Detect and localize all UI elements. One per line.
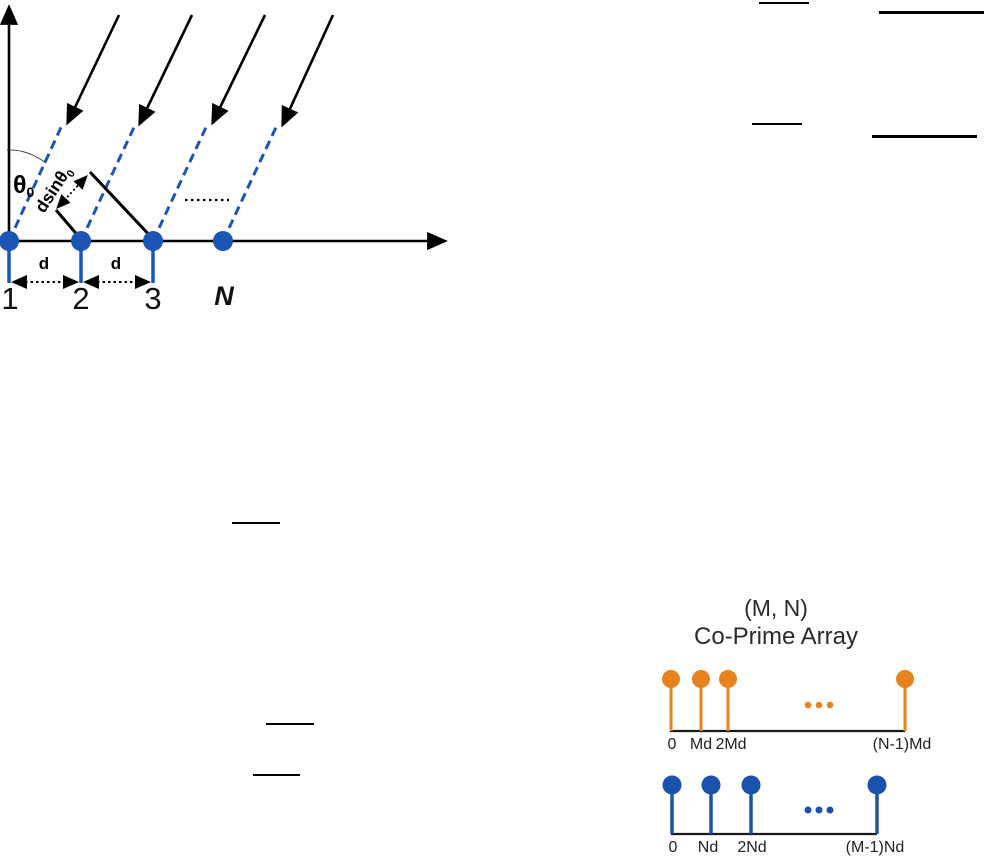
upper-head-3 (719, 670, 737, 688)
ula-figure: θ0 dsinθ0 d d 1 2 3 N (0, 4, 448, 316)
wavefront-ray-dashed-2 (79, 122, 138, 242)
theta-angle-arc (6, 149, 47, 164)
upper-head-4 (896, 670, 914, 688)
upper-head-1 (662, 670, 680, 688)
dsin-label: dsinθ0 (31, 162, 78, 218)
lower-ellipsis-dots (804, 806, 834, 814)
incident-wave-arrow-1 (66, 14, 121, 126)
upper-stems (669, 681, 907, 731)
fraction-bar-6 (266, 723, 314, 725)
spacing-label-2: d (111, 254, 121, 273)
upper-head-2 (692, 670, 710, 688)
lower-head-4 (867, 775, 887, 795)
sensor-label-n: N (214, 281, 234, 311)
wavefront-ray-dashed-n (221, 122, 280, 242)
sensor-dot-n (213, 231, 233, 251)
fraction-bar-4 (872, 135, 977, 138)
upper-position-label-0: 0 (668, 736, 677, 753)
incident-wave-arrow-3 (211, 14, 267, 126)
upper-position-labels: 0 Md 2Md (N-1)Md (668, 736, 932, 753)
lower-position-label-3: (M-1)Nd (846, 839, 905, 856)
fraction-bar-2 (879, 11, 984, 14)
lower-subarray: 0 Nd 2Nd (M-1)Nd (662, 775, 905, 856)
lower-head-2 (701, 775, 721, 795)
upper-subarray: 0 Md 2Md (N-1)Md (662, 670, 931, 753)
sensor-dot-1 (0, 231, 19, 251)
lower-position-label-0: 0 (669, 839, 678, 856)
incident-wave-arrow-2 (138, 14, 194, 127)
incident-wave-arrows (66, 14, 335, 128)
lower-position-labels: 0 Nd 2Nd (M-1)Nd (669, 839, 905, 856)
sensor-label-3: 3 (144, 281, 161, 316)
theta-label: θ0 (13, 171, 35, 200)
lower-position-label-2: 2Nd (737, 839, 766, 856)
lower-head-1 (662, 775, 682, 795)
sensor-dot-2 (71, 231, 91, 251)
sensor-ticks (7, 247, 155, 283)
coprime-title-line2: Co-Prime Array (694, 623, 858, 650)
lower-head-3 (741, 775, 761, 795)
upper-position-label-3: (N-1)Md (873, 736, 932, 753)
fraction-bar-7 (253, 774, 300, 776)
upper-heads (662, 670, 914, 688)
upper-position-label-2: 2Md (715, 736, 746, 753)
sensor-dot-3 (143, 231, 163, 251)
lower-heads (662, 775, 887, 795)
incident-wave-arrow-n (281, 14, 335, 128)
wavefront-ray-dashed-1 (7, 122, 65, 242)
spacing-label-1: d (39, 254, 49, 273)
sensor-label-1: 1 (1, 281, 18, 316)
wavefront-ray-dashed-3 (151, 122, 210, 242)
coprime-figure: (M, N) Co-Prime Array (662, 595, 931, 856)
sensor-dots (0, 231, 233, 251)
wavefront-segment-through-sensor3 (88, 170, 156, 242)
sensor-label-2: 2 (72, 281, 89, 316)
coprime-title-line1: (M, N) (744, 595, 808, 621)
fraction-bar-5 (232, 522, 280, 524)
fraction-bar-3 (752, 123, 802, 125)
wavefront-rays (7, 122, 280, 242)
upper-ellipsis-dots (804, 701, 834, 709)
lower-position-label-1: Nd (698, 839, 718, 856)
upper-position-label-1: Md (690, 736, 712, 753)
lower-stems (670, 787, 879, 834)
fraction-bar-1 (759, 2, 809, 4)
